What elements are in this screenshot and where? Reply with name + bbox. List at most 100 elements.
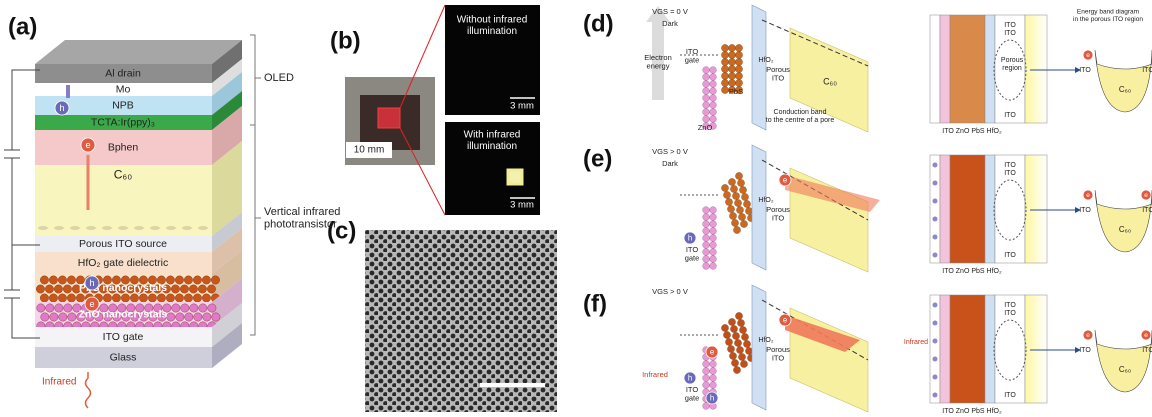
carrier xyxy=(683,371,697,385)
zno-dot xyxy=(709,381,717,389)
dot xyxy=(932,320,938,326)
nanocrystal xyxy=(76,293,85,303)
nanocrystal xyxy=(211,312,221,322)
label: e xyxy=(1144,192,1148,199)
nanocrystal xyxy=(45,303,55,313)
nanocrystal xyxy=(135,284,144,294)
carrier xyxy=(1140,189,1152,201)
panel-label: (d) xyxy=(583,10,614,37)
zno-dot xyxy=(709,87,717,95)
label: to the centre of a pore xyxy=(766,117,835,124)
nanocrystal xyxy=(139,275,148,285)
pbs-dot xyxy=(728,178,736,186)
label: HfO₂ xyxy=(758,57,773,64)
label: Dark xyxy=(662,19,678,28)
zoom-line xyxy=(399,127,446,216)
zno-dot xyxy=(702,122,710,130)
pbs-dot xyxy=(736,206,744,214)
label: ITO ZnO PbS HfO₂ xyxy=(942,268,1002,275)
zno-dot xyxy=(709,360,717,368)
label: VGS > 0 V xyxy=(652,147,688,156)
pbs-dot xyxy=(735,312,743,320)
dot xyxy=(932,234,938,240)
carrier xyxy=(705,345,719,359)
carrier xyxy=(84,275,100,291)
label: h xyxy=(688,374,692,383)
label: C₆₀ xyxy=(1119,85,1131,94)
stack-layer xyxy=(939,14,951,124)
pbs-dot xyxy=(728,44,736,52)
label: Electron xyxy=(644,53,672,62)
label: ITO xyxy=(1004,30,1016,37)
label: ITO xyxy=(1004,112,1016,119)
layer-side xyxy=(212,91,242,130)
label: phototransistor xyxy=(264,219,337,231)
zno-dot xyxy=(709,227,717,235)
label: Conduction band xyxy=(774,109,827,116)
label: 3 mm xyxy=(510,101,534,112)
layer-side xyxy=(212,59,242,96)
zno-dot xyxy=(709,213,717,221)
pbs-dot xyxy=(728,65,736,73)
label: ITO xyxy=(1004,22,1016,29)
label: Bphen xyxy=(108,141,139,153)
nanocrystal xyxy=(117,284,126,294)
zno-dot xyxy=(709,122,717,130)
sem-image xyxy=(365,230,557,412)
carrier xyxy=(683,231,697,245)
label: gate xyxy=(685,56,700,65)
pore-outline xyxy=(993,319,1027,381)
label: h xyxy=(710,394,714,403)
layer-side xyxy=(212,323,242,368)
pore xyxy=(198,226,208,230)
zno-dot xyxy=(709,241,717,249)
pbs-dot xyxy=(734,339,742,347)
layer xyxy=(35,96,212,115)
label: C₆₀ xyxy=(1119,365,1131,374)
nanocrystal xyxy=(103,312,113,322)
label: Al drain xyxy=(105,67,141,79)
zno-dot xyxy=(702,255,710,263)
layer-side xyxy=(212,106,242,165)
carrier xyxy=(778,173,792,187)
pbs-dot xyxy=(728,58,736,66)
zoom-line xyxy=(399,4,446,109)
pbs-dot xyxy=(745,347,753,355)
dot xyxy=(932,392,938,398)
dot xyxy=(932,180,938,186)
stack-layer xyxy=(929,154,941,264)
zno-dot xyxy=(709,108,717,116)
nanocrystal xyxy=(58,275,67,285)
emission-spot xyxy=(506,168,524,186)
label: ITO xyxy=(1142,347,1152,354)
pbs-dot xyxy=(721,184,729,192)
zno-dot xyxy=(702,227,710,235)
pbs-dot xyxy=(730,325,738,333)
carrier xyxy=(778,313,792,327)
nanocrystal xyxy=(148,275,157,285)
label: e xyxy=(783,316,787,325)
nanocrystal xyxy=(157,275,166,285)
label: h xyxy=(89,278,94,288)
nanocrystal xyxy=(153,303,163,313)
carrier xyxy=(54,100,70,116)
carrier xyxy=(1082,189,1094,201)
pbs-dot xyxy=(732,192,740,200)
label: C₆₀ xyxy=(114,168,133,182)
label: Glass xyxy=(110,351,137,363)
bracket xyxy=(250,34,261,126)
nanocrystal xyxy=(76,312,86,322)
zno-dot xyxy=(702,94,710,102)
stack-layer xyxy=(984,294,996,404)
nanocrystal xyxy=(139,312,149,322)
nanocrystal xyxy=(171,284,180,294)
zno-dot xyxy=(709,262,717,270)
stack-layer xyxy=(1024,14,1048,124)
nanocrystal xyxy=(112,312,122,322)
label: ITO xyxy=(686,385,699,394)
nanocrystal xyxy=(207,303,217,313)
label: e xyxy=(710,348,714,357)
nanocrystal xyxy=(157,293,166,303)
label: C₆₀ xyxy=(823,76,837,86)
pbs-dot xyxy=(739,326,747,334)
